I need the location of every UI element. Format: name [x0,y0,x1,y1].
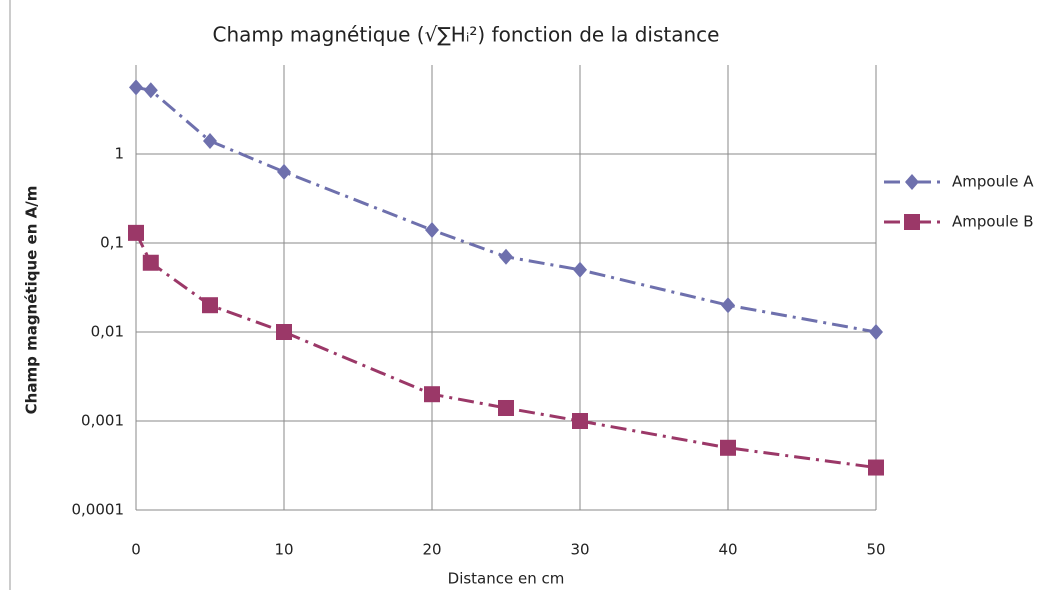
data-point [572,413,588,429]
data-point [277,163,291,180]
x-tick-label: 0 [131,541,141,559]
y-tick-label: 0,01 [91,323,124,341]
data-point [498,399,514,416]
data-point [868,459,884,476]
data-point [202,297,218,314]
data-point [276,324,292,340]
series-line [135,85,877,334]
y-tick-label: 0,001 [81,412,124,430]
data-point [869,324,883,340]
y-tick-label: 0,1 [100,234,124,252]
y-axis-label: Champ magnétique en A/m [23,186,41,415]
legend-marker [905,174,919,190]
legend-label: Ampoule A [952,173,1034,191]
data-point [424,386,440,403]
data-point [573,261,587,278]
data-point [203,132,217,149]
chart-title: Champ magnétique (√∑Hᵢ²) fonction de la … [213,23,720,47]
x-tick-label: 30 [570,541,589,559]
data-point [425,221,439,238]
y-tick-label: 1 [114,145,124,163]
x-tick-label: 40 [718,541,737,559]
data-point [129,79,143,96]
data-point [142,254,159,271]
data-point [499,248,513,265]
x-tick-label: 50 [866,541,885,559]
x-tick-label: 20 [422,541,441,559]
series-line [134,232,877,470]
x-tick-label: 10 [274,541,293,559]
data-point [721,297,735,314]
data-point [128,224,144,241]
x-axis-label: Distance en cm [448,570,565,588]
data-point [720,439,736,456]
legend-marker [904,214,920,230]
y-tick-label: 0,0001 [72,501,125,519]
data-point [143,82,158,99]
legend-label: Ampoule B [952,213,1034,231]
